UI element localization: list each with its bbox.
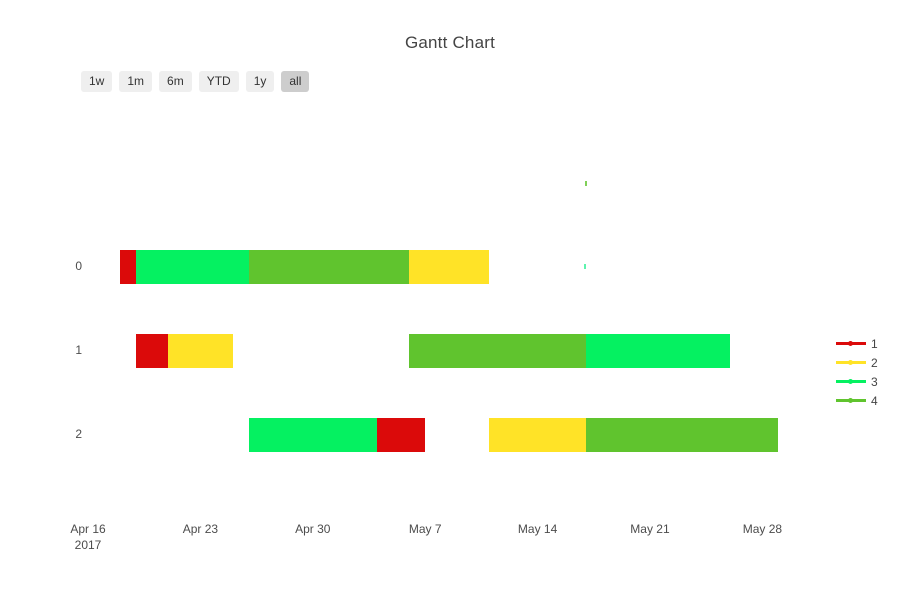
y-axis-label-0: 0 [75,259,82,273]
legend-marker-icon [848,398,853,403]
task-bar-row1-resource3[interactable] [585,334,731,368]
legend-marker-icon [848,341,853,346]
legend-line-icon [836,379,866,384]
legend-marker-icon [848,379,853,384]
task-bar-row1-resource2[interactable] [168,334,233,368]
task-bar-row1-resource1[interactable] [136,334,169,368]
range-selector: 1w 1m 6m YTD 1y all [81,71,310,92]
task-bar-row0-resource3[interactable] [136,250,249,284]
stray-marker-1 [585,181,587,186]
range-button-ytd[interactable]: YTD [198,71,239,92]
range-button-1m[interactable]: 1m [119,71,153,92]
x-axis-tick-year: 2017 [74,538,102,552]
legend-marker-icon [848,360,853,365]
legend-line-icon [836,341,866,346]
task-bar-row2-resource2[interactable] [489,418,586,452]
range-button-1w[interactable]: 1w [81,71,113,92]
x-axis-tick-may-7: May 7 [408,522,442,536]
task-bar-row0-resource4[interactable] [248,250,410,284]
legend-label: 4 [871,393,878,408]
legend-item-2[interactable]: 2 [836,353,878,372]
y-axis-label-1: 1 [75,343,82,357]
legend-line-icon [836,360,866,365]
task-bar-row0-resource1[interactable] [120,250,137,284]
legend-line-icon [836,398,866,403]
legend-label: 2 [871,355,878,370]
x-axis-tick-may-21: May 21 [630,522,670,536]
task-bar-row1-resource4[interactable] [409,334,586,368]
task-bar-row2-resource1[interactable] [377,418,426,452]
y-axis-label-2: 2 [75,427,82,441]
legend: 1 2 3 4 [836,334,878,410]
range-button-6m[interactable]: 6m [159,71,192,92]
legend-item-4[interactable]: 4 [836,391,878,410]
legend-item-1[interactable]: 1 [836,334,878,353]
range-button-1y[interactable]: 1y [245,71,275,92]
range-button-all[interactable]: all [281,71,310,92]
x-axis-tick-may-14: May 14 [517,522,558,536]
task-bar-row2-resource3[interactable] [248,418,378,452]
x-axis-tick-apr-30: Apr 30 [295,522,331,536]
task-bar-row2-resource4[interactable] [585,418,779,452]
legend-label: 1 [871,336,878,351]
task-bar-row0-resource2[interactable] [409,250,490,284]
stray-marker-2 [584,264,586,269]
x-axis-tick-may-28: May 28 [742,522,783,536]
x-axis-tick-apr-16: Apr 16 2017 [46,521,130,553]
x-axis-tick-apr-23: Apr 23 [182,522,219,536]
legend-label: 3 [871,374,878,389]
legend-item-3[interactable]: 3 [836,372,878,391]
chart-title: Gantt Chart [404,33,496,52]
